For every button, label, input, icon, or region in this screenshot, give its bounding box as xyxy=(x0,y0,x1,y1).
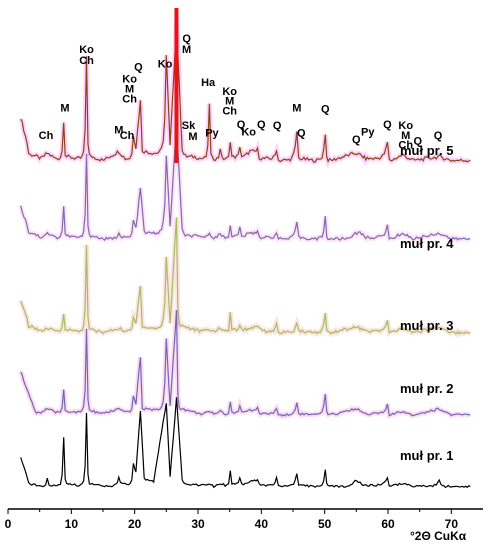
series-label: muł pr. 4 xyxy=(400,236,454,251)
peak-label: Q xyxy=(237,119,246,131)
x-axis: 0 10 20 30 40 50 60 70 xyxy=(5,508,483,531)
series-line xyxy=(20,122,471,241)
peak-label: Q xyxy=(134,62,143,74)
peak-label: Sk xyxy=(182,120,196,132)
x-tick-label: 30 xyxy=(191,517,205,531)
peak-label: Ko xyxy=(398,120,413,132)
peak-label: M xyxy=(125,84,134,96)
peak-label: Q xyxy=(257,119,266,131)
series-label-layer: muł pr. 5 muł pr. 4 muł pr. 3 muł pr. 2 muł … xyxy=(400,143,454,463)
peak-label: Q xyxy=(434,130,443,142)
peak-label: M xyxy=(182,44,191,56)
x-tick-label: 70 xyxy=(445,517,459,531)
x-tick-label: 60 xyxy=(381,517,395,531)
peak-label: Py xyxy=(205,128,219,140)
series-label: muł pr. 3 xyxy=(400,318,453,333)
peak-label: Q xyxy=(413,135,422,147)
series-label: muł pr. 1 xyxy=(400,448,453,463)
peak-label: Ch xyxy=(222,106,237,118)
series-label: muł pr. 2 xyxy=(400,381,453,396)
x-tick-label: 10 xyxy=(65,517,79,531)
series-label: muł pr. 5 xyxy=(400,143,453,158)
series-line xyxy=(20,21,471,163)
peak-label: Ch xyxy=(120,130,135,142)
series-line xyxy=(20,310,471,417)
peak-label: Ch xyxy=(398,140,413,152)
peak-label: Q xyxy=(297,128,306,140)
peak-label: Q xyxy=(273,120,282,132)
peak-label: M xyxy=(225,96,234,108)
peak-label: Ko xyxy=(122,74,137,86)
peak-label: Q xyxy=(182,33,191,45)
peak-label: Q xyxy=(383,119,392,131)
peak-label: Ko xyxy=(241,127,256,139)
series-line xyxy=(20,397,471,489)
peak-label: Py xyxy=(361,127,375,139)
peak-label: M xyxy=(188,131,197,143)
peak-highlight xyxy=(174,8,179,163)
peak-label: Ko xyxy=(79,44,94,56)
peak-label: Ko xyxy=(158,58,173,70)
peak-label: Ch xyxy=(39,130,54,142)
x-tick-label: 0 xyxy=(5,517,12,531)
x-tick-label: 40 xyxy=(255,517,269,531)
peak-label: Q xyxy=(321,103,330,115)
x-tick-label: 20 xyxy=(128,517,142,531)
peak-label: M xyxy=(114,124,123,136)
peak-label: Ko xyxy=(222,86,237,98)
peak-label: Ha xyxy=(201,77,216,89)
peak-label: Ch xyxy=(122,94,137,106)
x-tick-label: 50 xyxy=(318,517,332,531)
series-line xyxy=(20,217,471,335)
series-layer xyxy=(18,8,472,489)
x-axis-title: °2Θ CuKα xyxy=(410,529,467,543)
peak-label: M xyxy=(401,130,410,142)
peak-label: Ch xyxy=(79,55,94,67)
peak-label: Q xyxy=(352,134,361,146)
peak-label: M xyxy=(60,102,69,114)
peak-label: M xyxy=(292,102,301,114)
